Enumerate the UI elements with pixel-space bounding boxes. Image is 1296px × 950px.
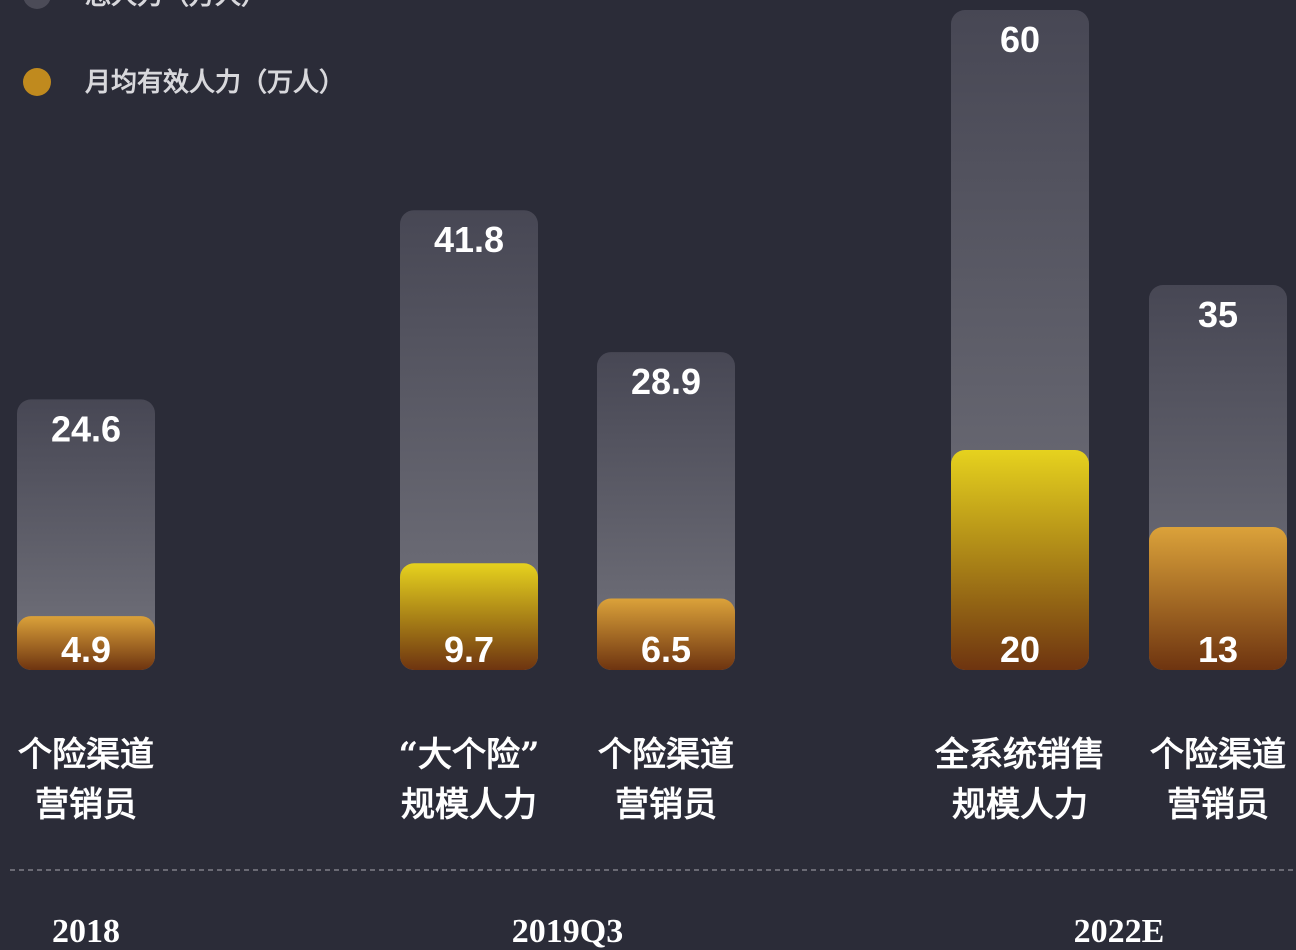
category-label: 营销员	[35, 785, 137, 825]
total-bar	[17, 399, 155, 670]
effective-bar	[1149, 527, 1287, 670]
category-label: 营销员	[1167, 785, 1269, 825]
category-label: 营销员	[615, 785, 717, 825]
category-label: 全系统销售	[934, 735, 1105, 775]
total-value-label: 28.9	[631, 361, 701, 402]
effective-bar	[951, 450, 1089, 670]
effective-value-label: 4.9	[61, 629, 111, 670]
effective-bar	[17, 616, 155, 670]
group-label: 2019Q3	[512, 913, 623, 950]
legend-dot	[23, 68, 51, 96]
effective-bar	[400, 563, 538, 670]
category-label: 个险渠道	[18, 735, 154, 775]
total-bar	[597, 352, 735, 670]
effective-value-label: 20	[1000, 629, 1040, 670]
legend-dot	[23, 0, 51, 9]
effective-value-label: 13	[1198, 629, 1238, 670]
effective-value-label: 6.5	[641, 629, 691, 670]
effective-bar	[597, 598, 735, 670]
category-label: “大个险”	[398, 735, 539, 775]
effective-value-label: 9.7	[444, 629, 494, 670]
total-value-label: 24.6	[51, 408, 121, 449]
total-value-label: 35	[1198, 294, 1238, 335]
category-label: 个险渠道	[1150, 735, 1286, 775]
category-label: 个险渠道	[598, 735, 734, 775]
total-bar	[400, 210, 538, 670]
category-label: 规模人力	[401, 785, 537, 825]
total-value-label: 60	[1000, 19, 1040, 60]
group-label: 2022E	[1074, 913, 1165, 950]
category-label: 规模人力	[952, 785, 1088, 825]
legend-label: 总人力（万人）	[85, 0, 267, 11]
total-value-label: 41.8	[434, 219, 504, 260]
legend-label: 月均有效人力（万人）	[84, 67, 345, 98]
group-label: 2018	[52, 913, 120, 950]
